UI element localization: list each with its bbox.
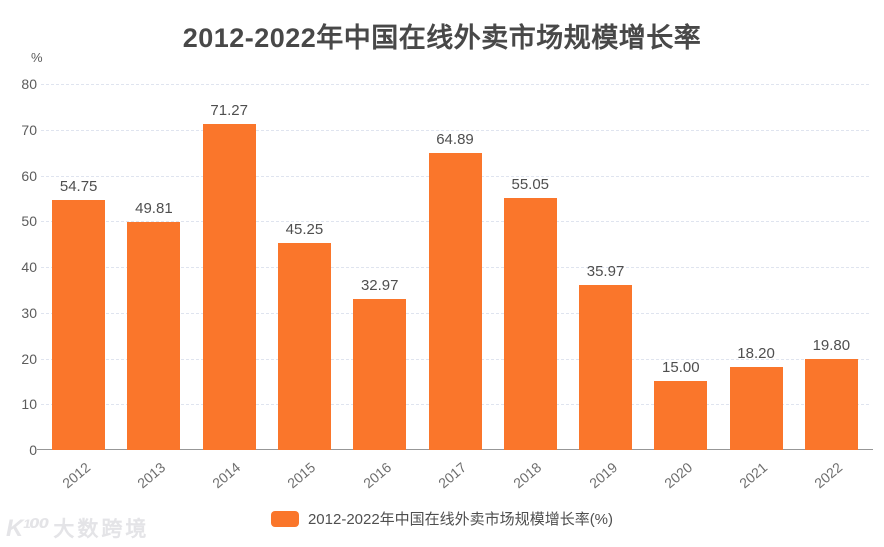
bar-value-label: 55.05: [511, 176, 550, 194]
gridline: [41, 84, 869, 85]
legend-swatch-icon: [270, 510, 299, 527]
bar-value-label: 15.00: [662, 359, 700, 377]
y-axis-unit-label: %: [31, 50, 43, 65]
bar-2019[interactable]: [579, 285, 633, 450]
bar-value-label: 45.25: [285, 220, 324, 238]
y-tick-label: 60: [21, 167, 37, 184]
legend[interactable]: 2012-2022年中国在线外卖市场规模增长率(%): [0, 508, 884, 529]
plot-area: 54.75 49.81 71.27 45.25 32.97 64.89 55.05 35.97…: [37, 84, 873, 450]
bar-2015[interactable]: [277, 242, 331, 450]
bar-2013[interactable]: [127, 222, 181, 450]
y-tick-label: 40: [21, 259, 37, 275]
bar-2014[interactable]: [202, 123, 256, 450]
bar-2022[interactable]: [804, 359, 858, 450]
y-tick-label: 20: [21, 350, 37, 367]
y-tick-label: 70: [21, 121, 37, 138]
bar-value-label: 19.80: [812, 337, 851, 355]
y-tick-label: 80: [21, 76, 37, 92]
bar-value-label: 71.27: [210, 101, 248, 119]
watermark-text: 大数跨境: [53, 518, 150, 541]
bar-value-label: 35.97: [586, 263, 625, 281]
bar-2021[interactable]: [729, 366, 783, 450]
bar-value-label: 49.81: [135, 200, 173, 218]
chart-title: 2012-2022年中国在线外卖市场规模增长率: [182, 23, 702, 53]
watermark: K¹⁰⁰ 大数跨境: [6, 513, 149, 543]
bar-value-label: 54.75: [59, 177, 98, 195]
gridline: [41, 129, 869, 131]
y-tick-label: 50: [21, 213, 37, 230]
y-tick-label: 30: [21, 304, 37, 321]
watermark-logo-icon: K¹⁰⁰: [6, 514, 49, 542]
y-tick-label: 0: [29, 442, 37, 458]
bar-2017[interactable]: [428, 153, 482, 450]
bar-value-label: 64.89: [436, 131, 474, 149]
bar-2018[interactable]: [503, 198, 557, 450]
bar-2020[interactable]: [654, 381, 708, 450]
bar-2016[interactable]: [353, 299, 407, 450]
bar-value-label: 32.97: [360, 277, 399, 295]
y-tick-label: 10: [21, 396, 37, 413]
legend-label: 2012-2022年中国在线外卖市场规模增长率(%): [307, 511, 614, 528]
bar-value-label: 18.20: [737, 344, 775, 362]
bar-2012[interactable]: [52, 199, 106, 450]
